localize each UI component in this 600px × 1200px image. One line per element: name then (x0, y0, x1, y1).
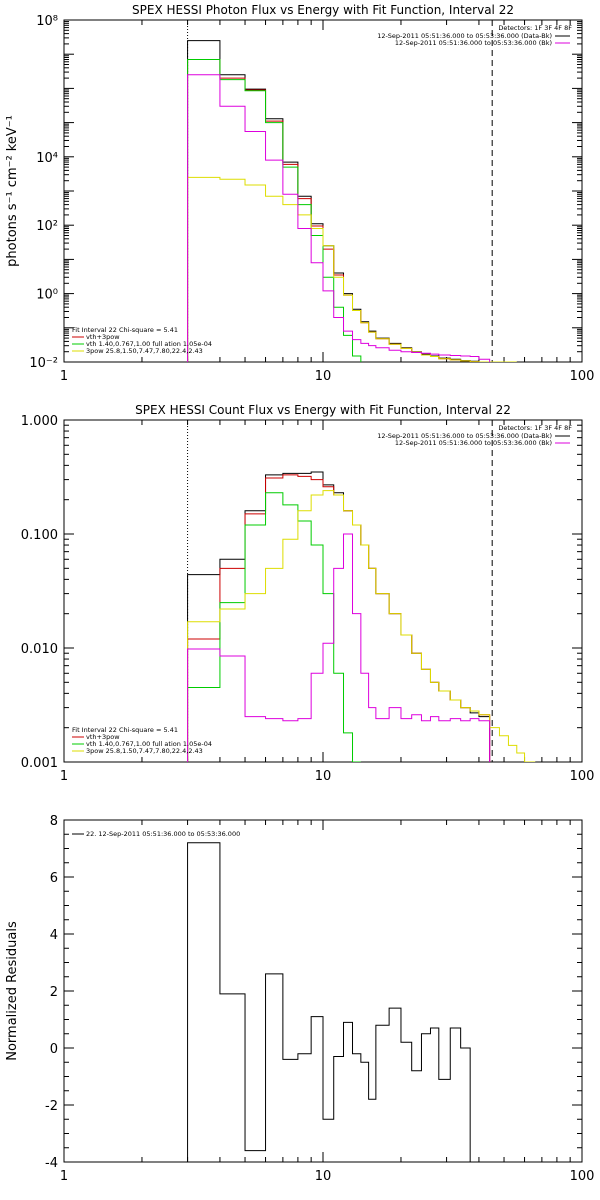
y-tick-label: 0.001 (21, 756, 58, 771)
panel-1: SPEX HESSI Photon Flux vs Energy with Fi… (5, 3, 594, 384)
legend-left-entry: vth 1.40,0.767,1.00 full ation 1.05e-04 (86, 340, 212, 348)
y-tick-label: -2 (45, 1099, 58, 1114)
legend-right-entry: 12-Sep-2011 05:51:36.000 to 05:53:36.000… (377, 432, 552, 440)
series-line-vth (187, 59, 362, 362)
legend-right-entry: 12-Sep-2011 05:51:36.000 to 05:53:36.000… (395, 39, 552, 47)
x-tick-label: 10 (315, 769, 332, 784)
panel-2: SPEX HESSI Count Flux vs Energy with Fit… (21, 403, 595, 784)
y-tick-label: 10⁻² (29, 356, 58, 371)
y-tick-label: 0.010 (21, 642, 58, 657)
y-axis-label: Normalized Residuals (5, 921, 20, 1061)
y-tick-label: 10⁰ (36, 288, 58, 303)
y-tick-label: 4 (50, 928, 58, 943)
chart-title: SPEX HESSI Photon Flux vs Energy with Fi… (132, 3, 514, 17)
x-tick-label: 100 (570, 369, 595, 384)
series-line-3pow (187, 176, 517, 362)
x-tick-label: 10 (315, 1169, 332, 1184)
series-line-vth-3pow (187, 474, 491, 762)
legend-left-entry: 3pow 25.8,1.50,7.47,7.80,22.4,2.43 (86, 347, 203, 355)
legend-left-entry: 3pow 25.8,1.50,7.47,7.80,22.4,2.43 (86, 747, 203, 755)
legend-left-entry: Fit Interval 22 Chi-square = 5.41 (72, 326, 178, 334)
plot-frame (63, 19, 583, 363)
detectors-label: Detectors: 1F 3F 4F 8F (498, 24, 572, 32)
legend-left-entry: 22. 12-Sep-2011 05:51:36.000 to 05:53:36… (86, 830, 240, 838)
series-line-bk (187, 74, 491, 362)
chart-title: SPEX HESSI Count Flux vs Energy with Fit… (135, 403, 511, 417)
series-line-bk (187, 533, 491, 762)
y-tick-label: 1.000 (21, 414, 58, 429)
x-tick-label: 10 (315, 369, 332, 384)
x-tick-label: 1 (60, 1169, 68, 1184)
y-tick-label: 0 (50, 1042, 58, 1057)
legend-left-entry: vth+3pow (86, 333, 120, 341)
y-tick-label: 2 (50, 985, 58, 1000)
series-line-3pow (187, 490, 536, 762)
series-line-residuals (187, 842, 479, 1162)
y-tick-label: 10⁸ (36, 14, 58, 29)
panel-3: Normalized Residuals 1 10 100 8 6 4 2 0 -2 -4 22. 1… (5, 814, 594, 1184)
detectors-label: Detectors: 1F 3F 4F 8F (498, 424, 572, 432)
legend-left-entry: vth+3pow (86, 733, 120, 741)
x-tick-label: 100 (570, 769, 595, 784)
legend-right-entry: 12-Sep-2011 05:51:36.000 to 05:53:36.000… (377, 32, 552, 40)
x-tick-label: 1 (60, 369, 68, 384)
series-line-vth (187, 492, 361, 762)
y-tick-label: -4 (45, 1156, 58, 1171)
y-tick-label: 10⁴ (36, 151, 58, 166)
y-tick-label: 8 (50, 814, 58, 829)
y-tick-label: 0.100 (21, 528, 58, 543)
series-line-data-bk (187, 40, 490, 362)
legend-left-entry: vth 1.40,0.767,1.00 full ation 1.05e-04 (86, 740, 212, 748)
legend-left-entry: Fit Interval 22 Chi-square = 5.41 (72, 726, 178, 734)
series-line-data-bk (187, 471, 491, 762)
legend-right-entry: 12-Sep-2011 05:51:36.000 to 05:53:36.000… (395, 439, 552, 447)
y-tick-label: 10² (36, 219, 58, 234)
series-line-vth-3pow (187, 59, 490, 362)
y-tick-label: 6 (50, 871, 58, 886)
y-axis-label: photons s⁻¹ cm⁻² keV⁻¹ (5, 115, 20, 267)
x-tick-label: 1 (60, 769, 68, 784)
x-tick-label: 100 (570, 1169, 595, 1184)
